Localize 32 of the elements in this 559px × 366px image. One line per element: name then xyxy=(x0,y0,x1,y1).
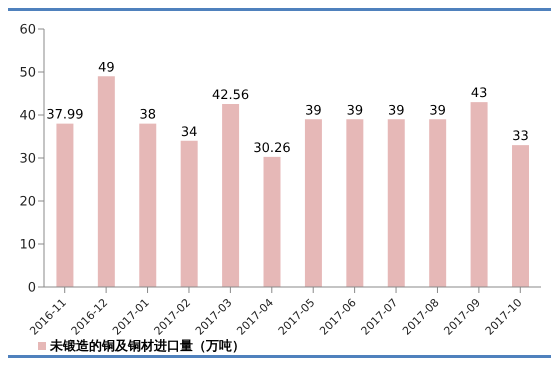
bar xyxy=(429,119,446,287)
data-label: 37.99 xyxy=(46,108,84,123)
y-tick-label: 40 xyxy=(19,108,36,124)
y-tick-label: 20 xyxy=(19,194,36,210)
data-label: 39 xyxy=(429,103,446,118)
y-tick-label: 0 xyxy=(28,280,36,296)
bar xyxy=(470,102,488,287)
y-tick-label: 60 xyxy=(19,22,36,38)
bar xyxy=(304,119,322,287)
data-label: 30.26 xyxy=(253,140,291,156)
data-label: 42.56 xyxy=(212,88,250,103)
bar xyxy=(346,119,364,287)
data-label: 38 xyxy=(139,108,156,123)
legend-label: 未锻造的铜及铜材进口量（万吨） xyxy=(50,339,245,354)
data-label: 33 xyxy=(512,129,529,144)
data-label: 39 xyxy=(346,103,364,118)
bar xyxy=(56,124,74,287)
bar xyxy=(388,119,405,287)
data-label: 39 xyxy=(305,103,322,118)
bar xyxy=(180,140,198,287)
y-tick-label: 50 xyxy=(19,66,36,81)
data-label: 39 xyxy=(388,103,405,118)
data-label: 34 xyxy=(180,124,198,140)
bar xyxy=(139,124,156,287)
bar xyxy=(98,76,115,287)
bar xyxy=(222,104,240,287)
data-label: 43 xyxy=(470,86,488,102)
bar xyxy=(512,145,530,287)
y-tick-label: 30 xyxy=(19,152,36,167)
data-label: 49 xyxy=(98,60,115,76)
bar xyxy=(264,156,281,287)
y-tick-label: 10 xyxy=(19,238,36,253)
